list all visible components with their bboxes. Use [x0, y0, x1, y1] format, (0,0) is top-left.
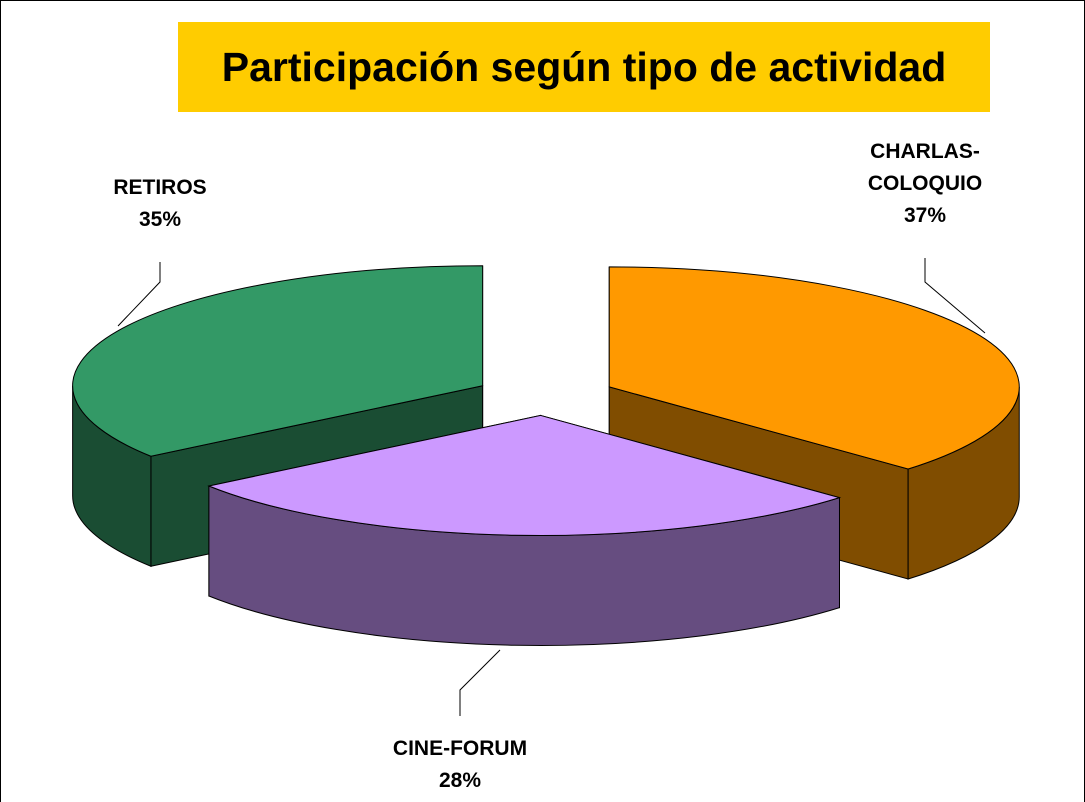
- slice: [608, 266, 1020, 470]
- slice-label: RETIROS 35%: [80, 172, 240, 236]
- slice: [207, 414, 842, 536]
- value-label: 35%: [138, 208, 182, 231]
- category-label: RETIROS: [113, 176, 207, 199]
- leader-line: [117, 262, 161, 327]
- slice-label: CINE-FORUM 28%: [360, 733, 560, 797]
- leader-line: [459, 649, 501, 716]
- value-label: 37%: [903, 204, 947, 227]
- slice: [72, 265, 484, 457]
- chart-title: Participación según tipo de actividad: [178, 22, 990, 112]
- category-label: CHARLAS-COLOQUIO: [867, 140, 983, 195]
- category-label: CINE-FORUM: [392, 737, 528, 760]
- leader-line: [924, 258, 986, 334]
- slice-label: CHARLAS-COLOQUIO 37%: [855, 136, 995, 232]
- value-label: 28%: [438, 769, 482, 792]
